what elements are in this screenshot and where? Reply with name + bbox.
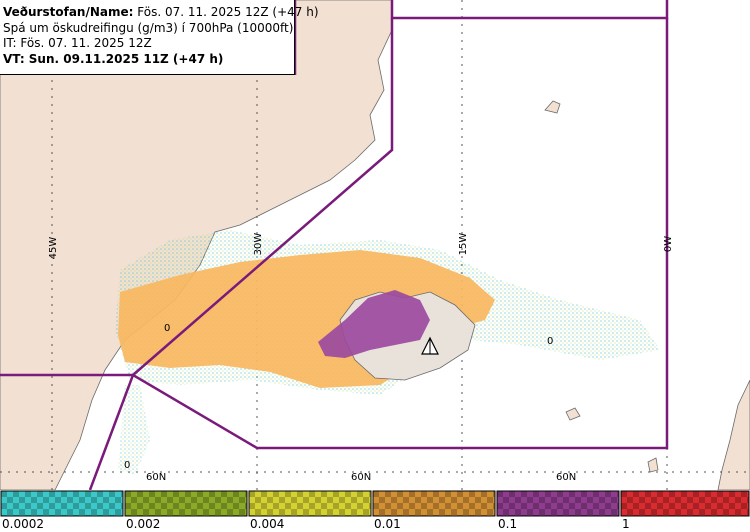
legend-tick-0: 0.0002	[2, 517, 44, 531]
header-line-3: IT: Fös. 07. 11. 2025 12Z	[3, 36, 152, 50]
parallel-label-60n-east: 60N	[556, 472, 576, 483]
legend-tick-1: 0.002	[126, 517, 161, 531]
volcano-marker-icon	[421, 336, 439, 355]
map-canvas: 45W 30W 15W 0W 60N 60N 60N 0 0 0	[0, 0, 750, 490]
islet-northeast	[544, 100, 561, 114]
legend-swatch-0	[0, 490, 124, 517]
legend-swatch-1	[124, 490, 248, 517]
legend-tick-2: 0.004	[250, 517, 285, 531]
legend-color-bar	[0, 490, 750, 517]
faroe-islands	[565, 407, 581, 421]
norway-coast	[717, 379, 750, 490]
parallel-label-60n-west: 60N	[146, 472, 166, 483]
legend-tick-4: 0.1	[498, 517, 518, 531]
legend-swatch-3	[372, 490, 496, 517]
header-line-4: VT: Sun. 09.11.2025 11Z (+47 h)	[3, 51, 224, 66]
legend-tick-3: 0.01	[374, 517, 401, 531]
zero-marker-west: 0	[164, 323, 170, 334]
forecast-info-box: Veðurstofan/Name: Fös. 07. 11. 2025 12Z …	[0, 0, 319, 75]
meridian-label-15w: 15W	[458, 233, 469, 256]
ash-trace-tail	[118, 385, 150, 475]
ash-high-area	[318, 290, 430, 358]
legend-tick-labels: 0.0002 0.002 0.004 0.01 0.1 1	[0, 517, 750, 532]
header-line-2: Spá um öskudreifingu (g/m3) í 700hPa (10…	[3, 20, 294, 35]
meridian-label-0w: 0W	[663, 236, 674, 252]
fir-boundary	[0, 0, 669, 490]
shetland-islets	[647, 457, 659, 473]
meridian-label-45w: 45W	[48, 237, 59, 260]
zero-marker-south: 0	[124, 460, 130, 471]
legend-swatch-4	[496, 490, 620, 517]
legend-tick-5: 1	[622, 517, 630, 531]
legend-swatch-5	[620, 490, 750, 517]
zero-marker-east: 0	[547, 336, 553, 347]
legend-swatch-2	[248, 490, 372, 517]
meridian-label-30w: 30W	[253, 233, 264, 256]
header-line-1: Veðurstofan/Name: Fös. 07. 11. 2025 12Z …	[3, 5, 319, 19]
parallel-label-60n-center: 60N	[351, 472, 371, 483]
